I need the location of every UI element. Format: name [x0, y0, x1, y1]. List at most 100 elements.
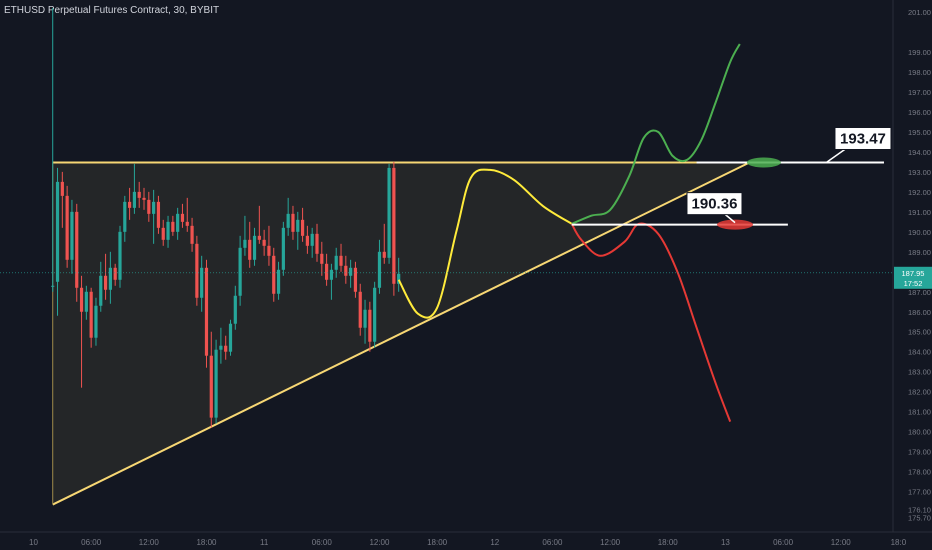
price-tick-label: 181.00	[908, 408, 931, 417]
candle-body	[171, 221, 175, 232]
price-tick-label: 195.00	[908, 128, 931, 137]
time-tick-label: 18:00	[658, 538, 679, 547]
candle-body	[238, 247, 242, 296]
price-tick-label: 178.00	[908, 468, 931, 477]
price-tick-label: 197.00	[908, 88, 931, 97]
callout-label-190: 190.36	[692, 196, 738, 213]
level-marker-193	[746, 157, 781, 168]
candle-body	[195, 243, 199, 298]
price-tick-label: 179.00	[908, 448, 931, 457]
candle-body	[137, 191, 141, 198]
candle-body	[320, 253, 324, 264]
time-tick-label: 18:00	[196, 538, 217, 547]
price-tick-label: 183.00	[908, 368, 931, 377]
time-tick-label: 18:0	[891, 538, 907, 547]
candle-body	[214, 349, 218, 418]
ascending-triangle-pattern	[52, 161, 769, 506]
time-tick-label: 12:00	[139, 538, 160, 547]
candle-body	[257, 235, 261, 240]
candle-body	[300, 219, 305, 236]
candle-body	[349, 267, 353, 276]
price-tick-label: 191.00	[908, 208, 931, 217]
candle-body	[166, 221, 170, 240]
price-tick-label: 184.00	[908, 348, 931, 357]
candle-body	[51, 285, 55, 287]
candle-body	[190, 225, 194, 244]
price-tick-label: 189.00	[908, 248, 931, 257]
time-tick-label: 06:00	[542, 538, 563, 547]
time-tick-label: 11	[260, 538, 269, 547]
price-tick-label: 198.00	[908, 68, 931, 77]
candle-body	[397, 273, 401, 284]
candle-body	[262, 239, 266, 246]
candle-body	[267, 245, 271, 256]
candle-body	[185, 221, 189, 226]
price-tick-label: 187.00	[908, 288, 931, 297]
candle-body	[368, 309, 372, 342]
level-marker-190	[717, 219, 754, 230]
price-tick-label: 201.00	[908, 8, 931, 17]
candle-body	[325, 263, 329, 280]
candle-body	[334, 255, 338, 270]
candle-body	[281, 227, 285, 270]
candle-body	[219, 345, 223, 350]
price-axis[interactable]: 201.00 199.00 198.00 197.00 196.00 195.00 194.…	[892, 0, 931, 532]
candle-body	[60, 181, 64, 196]
time-axis[interactable]: 10 06:00 12:00 18:00 11 06:00 12:00 18:00 12 06:0…	[0, 531, 932, 547]
projection-path-yellow	[397, 168, 573, 319]
time-tick-label: 12:00	[369, 538, 390, 547]
time-tick-label: 12:00	[831, 538, 852, 547]
price-tick-label: 182.00	[908, 388, 931, 397]
candle-body	[79, 287, 84, 312]
price-tick-label: 177.00	[908, 488, 931, 497]
candle-body	[99, 275, 103, 306]
candle-body	[344, 265, 348, 276]
candle-body	[377, 251, 382, 288]
candle-body	[243, 239, 247, 248]
price-tick-label: 180.00	[908, 428, 931, 437]
price-tick-label: 192.00	[908, 188, 931, 197]
candle-body	[75, 211, 79, 288]
candle-body	[276, 269, 281, 294]
time-tick-label: 06:00	[312, 538, 333, 547]
price-tick-label: 194.00	[908, 148, 931, 157]
projection-path-red	[570, 222, 732, 422]
candle-body	[291, 213, 295, 232]
time-tick-label: 18:00	[427, 538, 448, 547]
candle-body	[128, 201, 132, 208]
candle-body	[123, 201, 127, 232]
chart-title: ETHUSD Perpetual Futures Contract, 30, B…	[4, 5, 220, 16]
candle-body	[156, 201, 161, 228]
candle-body	[147, 199, 151, 214]
candle-body	[272, 255, 276, 294]
candle-body	[233, 295, 237, 324]
candlestick-series	[51, 8, 401, 428]
time-tick-label: 12:00	[600, 538, 621, 547]
candle-body	[358, 291, 362, 328]
candle-body	[65, 195, 69, 260]
price-tick-label: 176.10	[908, 506, 931, 515]
time-tick-label: 10	[29, 538, 38, 547]
candle-body	[108, 267, 112, 290]
candle-body	[55, 181, 60, 282]
price-tick-label: 190.00	[908, 228, 931, 237]
callout-pointer-190	[724, 214, 736, 224]
candle-body	[103, 275, 108, 290]
candle-body	[363, 309, 367, 328]
time-tick-label: 13	[721, 538, 730, 547]
candle-body	[204, 267, 209, 356]
candle-body	[142, 197, 146, 200]
candle-body	[387, 167, 391, 258]
current-price-box	[894, 266, 932, 289]
candle-body	[286, 213, 290, 228]
candle-body	[89, 291, 93, 338]
current-price-value: 187.95	[902, 269, 925, 278]
candle-body	[200, 267, 204, 298]
candle-body	[84, 291, 88, 312]
candle-body	[176, 213, 180, 232]
candle-body	[392, 167, 396, 284]
price-tick-label: 186.00	[908, 308, 931, 317]
candle-body	[113, 267, 117, 280]
time-tick-label: 06:00	[81, 538, 102, 547]
